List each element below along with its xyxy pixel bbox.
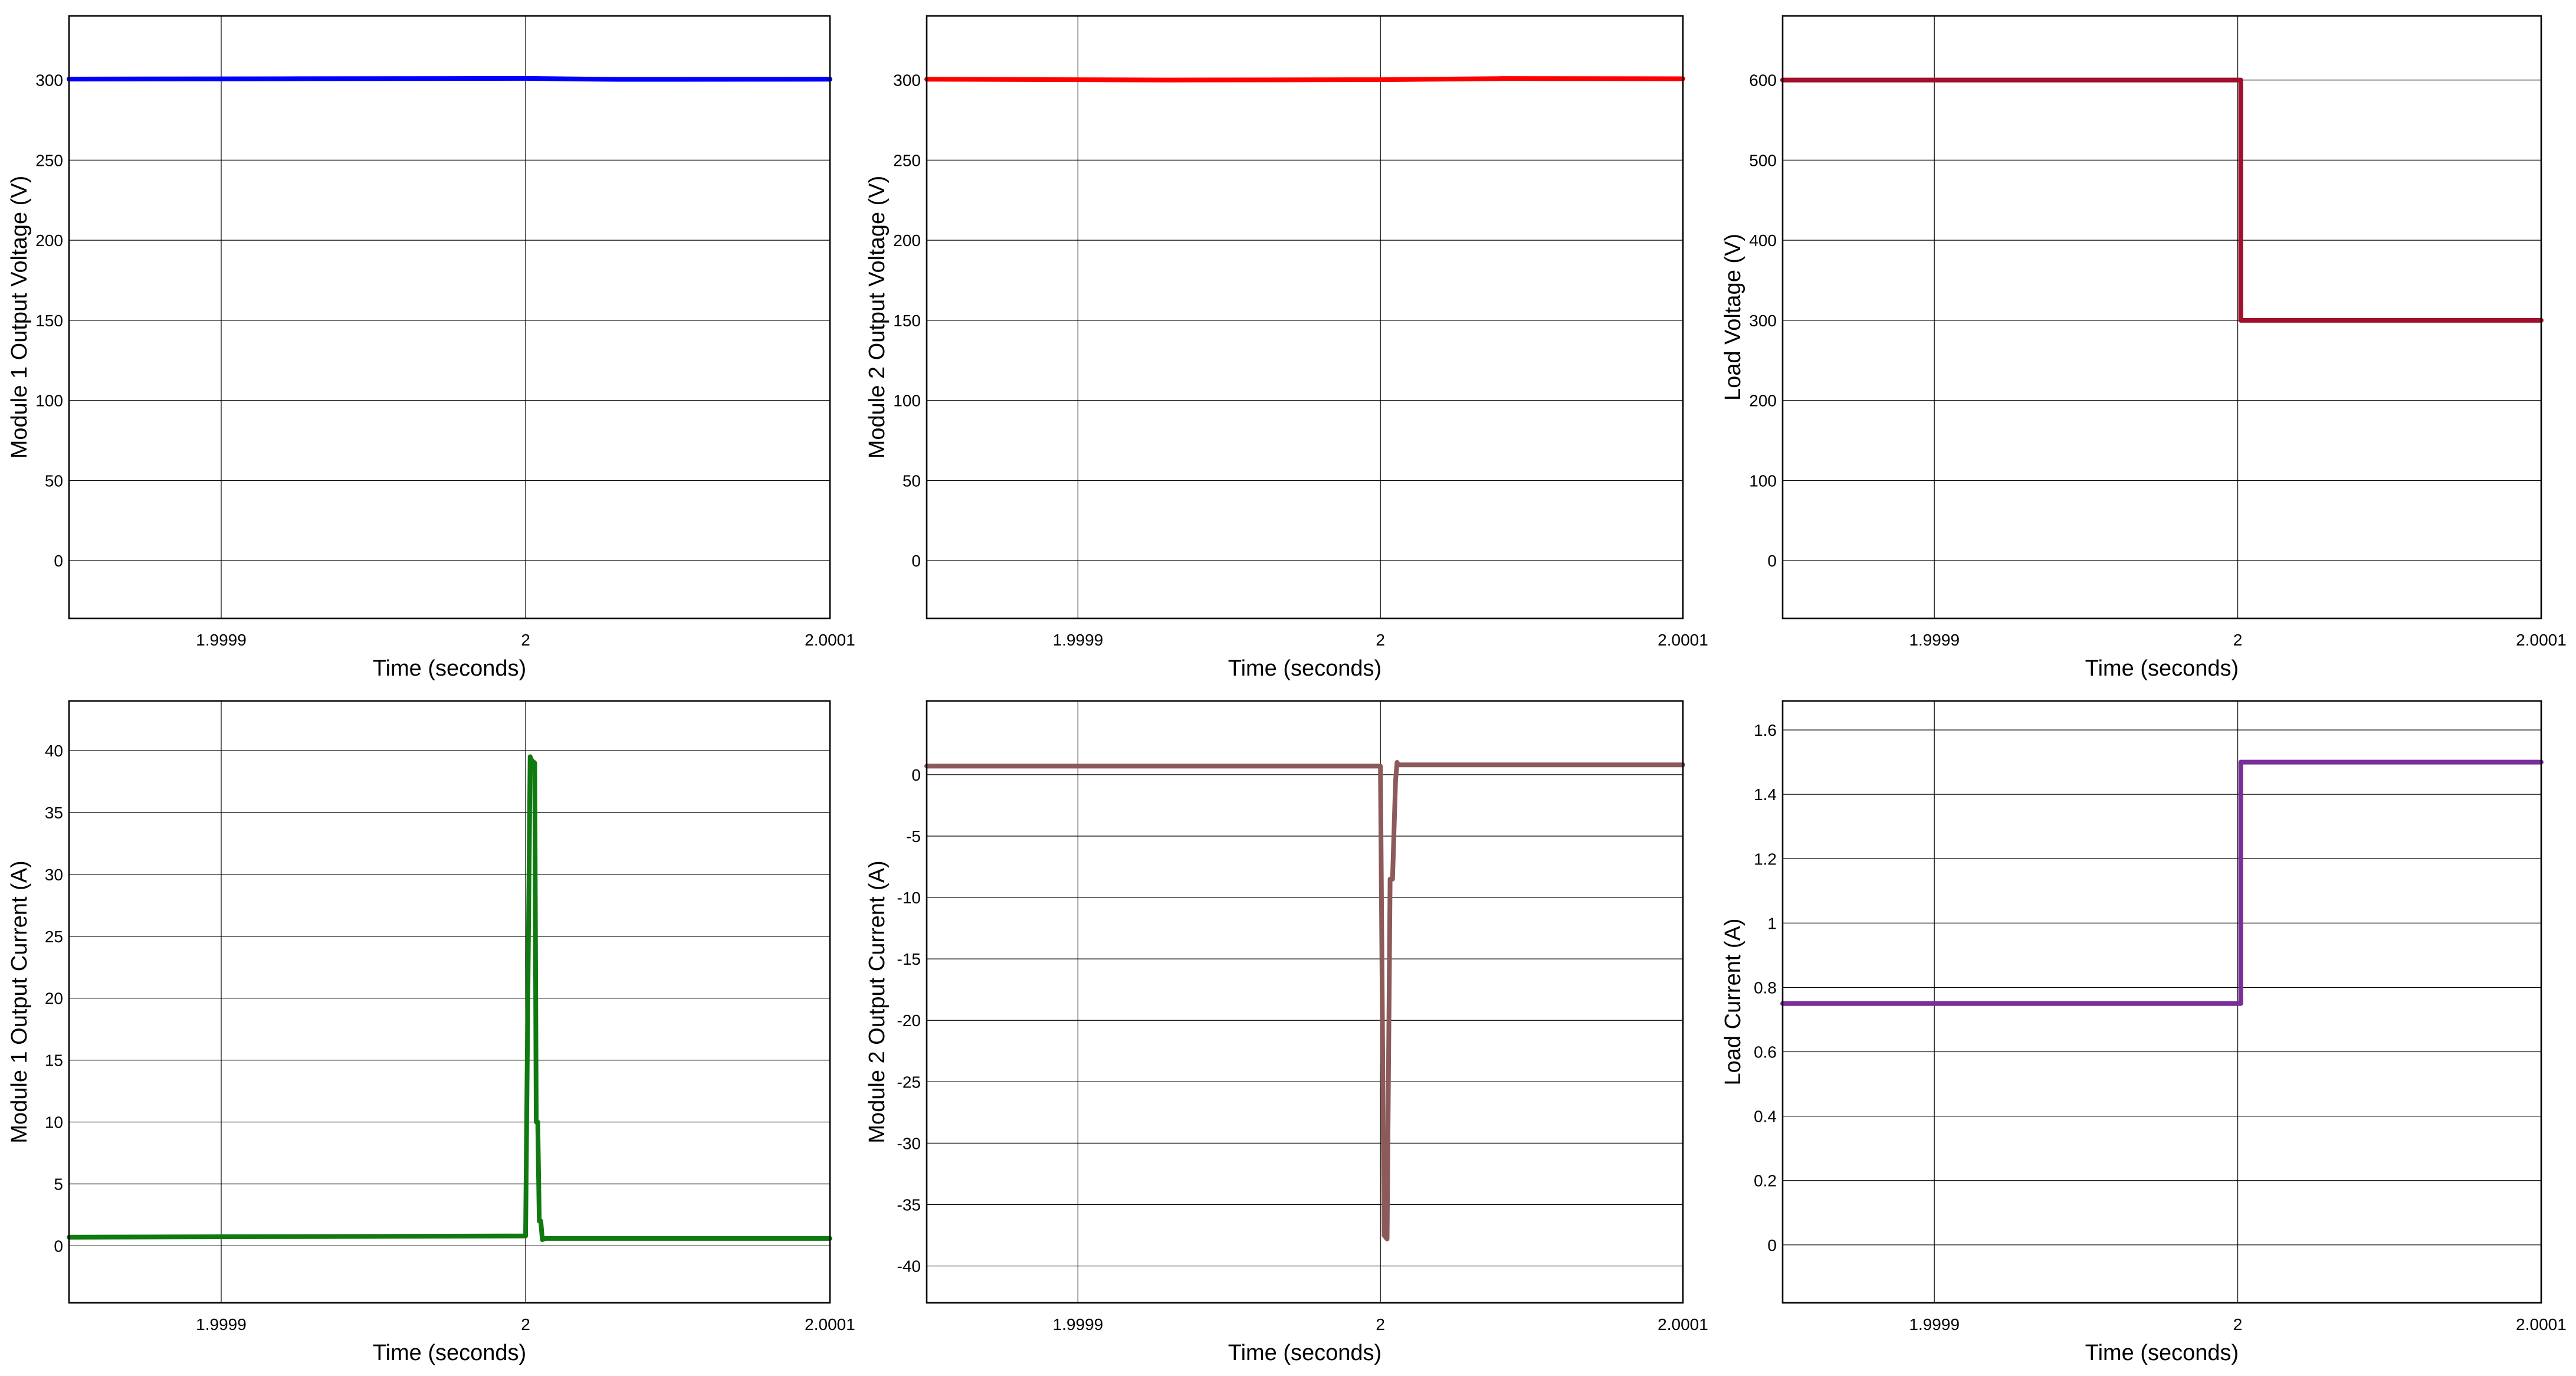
y-tick-label: 1.6 [1754,721,1777,739]
x-tick-label: 1.9999 [1053,631,1104,649]
series-line-1 [67,76,832,82]
y-axis-label: Load Voltage (V) [1721,234,1745,401]
y-tick-label: 300 [35,71,63,90]
y-tick-label: 200 [893,231,921,250]
y-tick-label: 600 [1749,71,1777,90]
y-tick-label: -5 [906,827,921,846]
y-tick-label: 0.6 [1754,1043,1777,1062]
x-tick-label: 2 [521,631,530,649]
y-tick-label: 300 [1749,312,1777,330]
x-tick-label: 1.9999 [196,1315,247,1334]
y-tick-label: 1.4 [1754,785,1777,804]
x-axis-label: Time (seconds) [1228,656,1381,681]
x-tick-label: 2 [1376,1315,1385,1334]
y-tick-label: -20 [897,1011,921,1030]
y-tick-label: 100 [35,392,63,410]
x-axis-label: Time (seconds) [2085,1341,2239,1365]
y-tick-label: 150 [35,312,63,330]
plot-area-frame [1781,15,2542,620]
y-tick-label: -40 [897,1257,921,1276]
x-tick-label: 2.0001 [1658,631,1708,649]
x-tick-label: 2 [1376,631,1385,649]
y-tick-label: 0 [911,766,921,784]
y-tick-label: 150 [893,312,921,330]
chart-panel-3: 1.9999 2 2.0001 0 100 200 300 400 500 600 Time (se… [1721,15,2567,681]
y-tick-label: 0 [54,552,63,570]
x-axis-label: Time (seconds) [373,656,526,681]
y-tick-label: 30 [45,866,63,884]
y-tick-label: 40 [45,742,63,760]
plot-area-frame [1781,700,2542,1304]
x-axis-label: Time (seconds) [1228,1341,1381,1365]
y-tick-label: -30 [897,1134,921,1152]
y-tick-label: -15 [897,950,921,968]
y-tick-label: 0.8 [1754,978,1777,997]
x-tick-label: 2 [521,1315,530,1334]
y-tick-label: 250 [893,151,921,169]
y-tick-label: 0.2 [1754,1172,1777,1190]
series-line-1 [1780,77,2544,323]
chart-panel-4: 1.9999 2 2.0001 0 5 10 15 20 25 30 35 40 Time (secon… [7,700,855,1365]
y-tick-label: 400 [1749,231,1777,250]
x-tick-label: 2.0001 [805,631,855,649]
y-axis-label: Module 1 Output Voltage (V) [7,176,32,459]
y-tick-label: 25 [45,928,63,946]
x-tick-label: 2 [2233,1315,2243,1334]
y-tick-label: 50 [45,471,63,490]
y-tick-label: 200 [1749,392,1777,410]
y-tick-label: 300 [893,71,921,90]
chart-panel-2: 1.9999 2 2.0001 0 50 100 150 200 250 300 Time (sec… [865,15,1708,681]
series-line-1 [1780,759,2544,1006]
y-tick-label: 0.4 [1754,1108,1777,1126]
y-axis-label: Module 2 Output Voltage (V) [865,176,890,459]
x-tick-label: 2.0001 [1658,1315,1708,1334]
y-tick-label: 20 [45,990,63,1008]
x-axis-label: Time (seconds) [373,1341,526,1365]
y-axis-label: Module 2 Output Current (A) [865,860,890,1143]
y-tick-label: 100 [893,392,921,410]
y-tick-label: 5 [54,1175,63,1194]
x-tick-label: 1.9999 [196,631,247,649]
y-tick-label: 200 [35,231,63,250]
chart-panel-6: 1.9999 2 2.0001 0 0.2 0.4 0.6 0.8 1 1.2 1.4 1.6 Time… [1721,700,2567,1365]
plot-area-frame [68,15,831,620]
y-tick-label: 500 [1749,151,1777,169]
plot-area-frame [68,700,831,1304]
y-tick-label: -10 [897,889,921,907]
series-line-1 [67,754,832,1242]
x-tick-label: 2 [2233,631,2243,649]
y-axis-label: Module 1 Output Current (A) [7,860,32,1143]
y-tick-label: 15 [45,1051,63,1070]
y-tick-label: 50 [903,471,921,490]
x-tick-label: 1.9999 [1053,1315,1104,1334]
series-line-1 [924,76,1685,83]
y-tick-label: 1 [1767,914,1777,932]
y-tick-label: -25 [897,1073,921,1091]
y-tick-label: 0 [1767,1236,1777,1254]
y-tick-label: 1.2 [1754,850,1777,868]
y-tick-label: 250 [35,151,63,169]
chart-panel-1: 1.9999 2 2.0001 0 50 100 150 200 250 300 Time (sec… [7,15,855,681]
plot-area-frame [926,15,1684,620]
y-tick-label: 0 [911,552,921,570]
x-tick-label: 1.9999 [1909,1315,1960,1334]
y-tick-label: -35 [897,1195,921,1214]
y-tick-label: 10 [45,1113,63,1132]
plot-area-frame [926,700,1684,1304]
x-tick-label: 2.0001 [2516,1315,2567,1334]
x-tick-label: 2.0001 [2516,631,2567,649]
y-tick-label: 0 [54,1237,63,1255]
chart-panel-5: 1.9999 2 2.0001 0 -5 -10 -15 -20 -25 -30 -35 -40 Tim… [865,700,1708,1365]
series-line-1 [924,760,1685,1241]
y-tick-label: 35 [45,804,63,822]
y-tick-label: 100 [1749,471,1777,490]
y-axis-label: Load Current (A) [1721,918,1745,1085]
x-axis-label: Time (seconds) [2085,656,2239,681]
x-tick-label: 2.0001 [805,1315,855,1334]
y-tick-label: 0 [1767,552,1777,570]
x-tick-label: 1.9999 [1909,631,1960,649]
